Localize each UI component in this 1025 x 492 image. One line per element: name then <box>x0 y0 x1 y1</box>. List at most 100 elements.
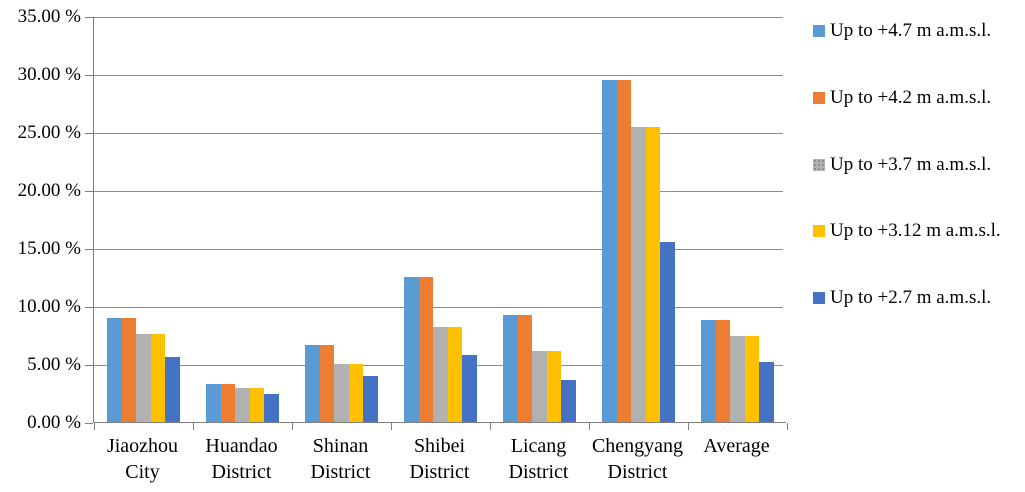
bar <box>447 326 463 422</box>
legend-label: Up to +4.2 m a.m.s.l. <box>830 86 992 108</box>
bar <box>348 364 364 422</box>
y-axis-tick <box>85 306 93 308</box>
category-label-line: Licang <box>510 435 567 457</box>
legend-item: Up to +3.12 m a.m.s.l. <box>813 219 1001 243</box>
category-label-line: District <box>409 461 470 483</box>
legend-label: Up to +3.7 m a.m.s.l. <box>830 153 992 175</box>
category-label-line: Huandao <box>205 435 278 457</box>
category-label-line: Chengyang <box>591 435 684 457</box>
bar <box>418 277 434 422</box>
bar <box>503 315 518 422</box>
x-axis-tick <box>786 423 788 430</box>
category-label: Shibei District <box>390 433 489 485</box>
bar <box>136 333 151 422</box>
legend-item: Up to +4.2 m a.m.s.l. <box>813 86 991 110</box>
category-label-line: City <box>125 461 160 483</box>
bar <box>235 388 250 422</box>
y-tick-label: 30.00 % <box>17 64 81 85</box>
y-tick-label: 25.00 % <box>17 122 81 143</box>
category-label-line: District <box>310 461 371 483</box>
bar <box>561 380 576 422</box>
bar <box>334 364 349 422</box>
bar <box>404 277 419 422</box>
plot-area: 0.00 % 5.00 % 10.00 % 15.00 % 20.00 % 25.00 %… <box>18 6 788 433</box>
x-axis-tick <box>489 423 491 430</box>
category-label-line: Average <box>703 435 770 457</box>
bar <box>730 336 745 422</box>
legend-swatch-icon <box>813 25 825 37</box>
category-label-line: District <box>508 461 569 483</box>
bar <box>165 357 180 422</box>
bar <box>107 317 122 422</box>
x-axis-tick <box>93 423 95 430</box>
gridline <box>94 74 783 76</box>
bar <box>645 127 661 422</box>
bar <box>546 351 562 422</box>
gridline <box>94 248 783 250</box>
y-axis-tick <box>85 422 93 424</box>
y-axis-tick <box>85 190 93 192</box>
y-axis-tick <box>85 16 93 18</box>
gridline <box>94 306 783 308</box>
legend-swatch-icon <box>813 91 825 104</box>
category-label-line: District <box>607 461 668 483</box>
bar <box>715 319 731 422</box>
bar <box>121 317 137 422</box>
legend-item: Up to +3.7 m a.m.s.l. <box>813 153 991 177</box>
x-axis-tick <box>687 423 689 430</box>
bar <box>305 345 320 422</box>
legend-label: Up to +4.7 m a.m.s.l. <box>830 20 992 41</box>
y-tick-label: 5.00 % <box>27 354 81 375</box>
bar <box>631 127 646 422</box>
category-label: Chengyang District <box>588 433 687 485</box>
bar <box>744 336 760 422</box>
legend-swatch-icon <box>813 292 825 304</box>
legend-label: Up to +3.12 m a.m.s.l. <box>830 220 1001 242</box>
bar <box>433 326 448 422</box>
category-label: Average <box>687 433 786 459</box>
bar <box>319 345 335 422</box>
category-label-line: District <box>211 461 272 483</box>
y-tick-label: 10.00 % <box>17 296 81 317</box>
y-tick-label: 35.00 % <box>17 6 81 27</box>
legend-item: Up to +2.7 m a.m.s.l. <box>813 286 991 310</box>
category-label: Licang District <box>489 433 588 485</box>
legend-swatch-icon <box>813 225 825 238</box>
bar <box>532 351 547 422</box>
bar <box>220 383 236 422</box>
gridline <box>94 16 783 18</box>
bar <box>150 333 166 422</box>
bar <box>759 361 774 422</box>
y-axis-tick <box>85 364 93 366</box>
category-label: Shinan District <box>291 433 390 485</box>
bar <box>363 375 378 422</box>
bar <box>701 319 716 422</box>
category-label-line: Jiaozhou <box>106 435 179 457</box>
y-tick-label: 20.00 % <box>17 180 81 201</box>
y-axis-tick <box>85 132 93 134</box>
category-label-line: Shinan <box>312 435 369 457</box>
x-axis-tick <box>192 423 194 430</box>
gridline <box>94 132 783 134</box>
legend-item: Up to +4.7 m a.m.s.l. <box>813 19 991 43</box>
x-axis-tick <box>588 423 590 430</box>
category-label: Huandao District <box>192 433 291 485</box>
bar <box>660 242 675 422</box>
legend-label: Up to +2.7 m a.m.s.l. <box>830 287 992 308</box>
x-axis-tick <box>390 423 392 430</box>
x-axis-tick <box>291 423 293 430</box>
category-label: Jiaozhou City <box>93 433 192 485</box>
y-tick-label: 0.00 % <box>27 412 81 433</box>
legend-swatch-icon <box>813 158 825 171</box>
bar <box>206 383 221 422</box>
category-label-line: Shibei <box>413 435 466 457</box>
y-axis-tick <box>85 74 93 76</box>
bar <box>616 79 632 422</box>
bar <box>462 354 477 422</box>
y-axis-tick <box>85 248 93 250</box>
gridline <box>94 190 783 192</box>
bar <box>249 388 265 422</box>
y-tick-label: 15.00 % <box>17 238 81 259</box>
bar <box>602 79 617 422</box>
